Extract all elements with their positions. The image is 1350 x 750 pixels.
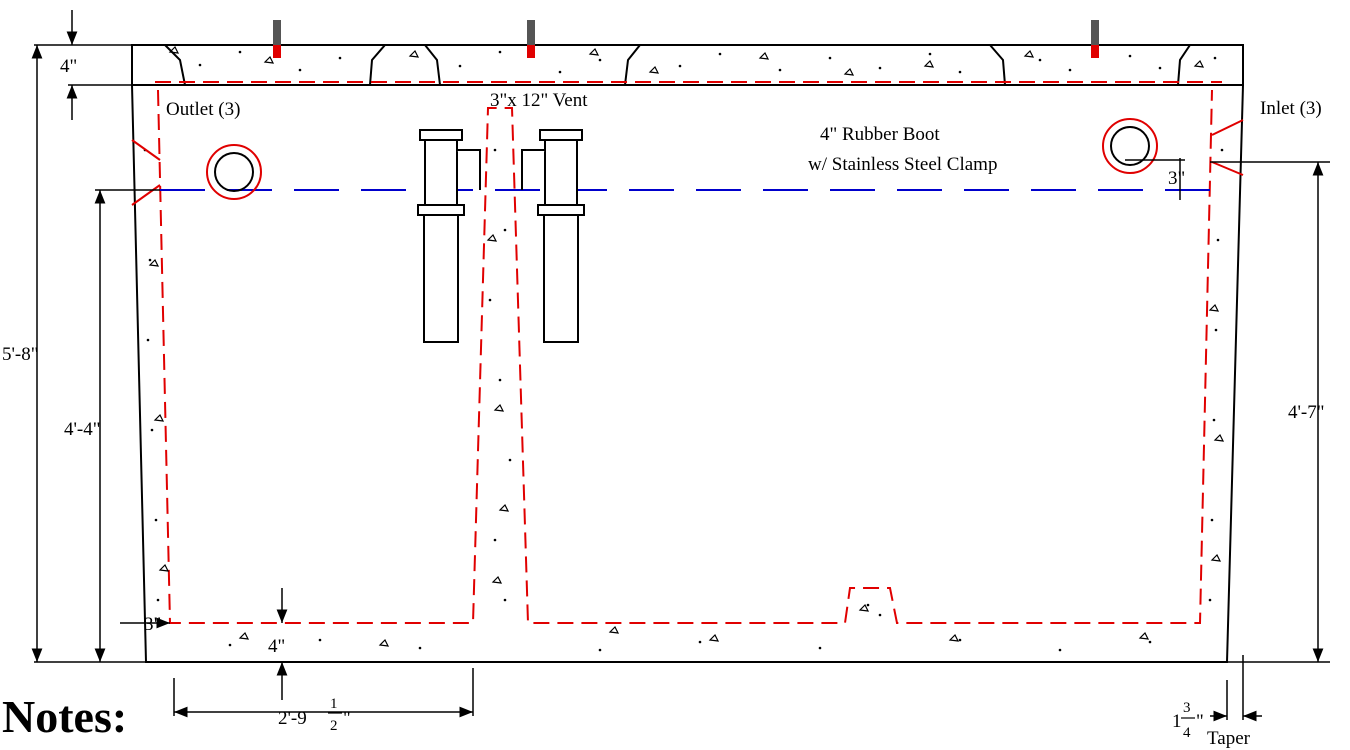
taper-label: Taper: [1207, 728, 1251, 749]
svg-text:1: 1: [330, 696, 338, 712]
wall-thickness-dim: 3": [144, 614, 161, 635]
svg-text:3: 3: [1183, 700, 1191, 716]
rebar-lines: [155, 81, 1222, 624]
floor-thickness-dim: 4": [268, 636, 285, 657]
outlet-label: Outlet (3): [166, 99, 240, 120]
notes-heading: Notes:: [2, 691, 128, 742]
dimension-lines: [31, 10, 1330, 722]
inlet-label: Inlet (3): [1260, 98, 1322, 119]
concrete-aggregate: [148, 45, 1225, 647]
overall-height-dim: 5'-8": [2, 344, 39, 365]
wall-ties: [131, 119, 1244, 206]
baffle-tees: [417, 129, 585, 343]
tank-outer-wall: [131, 84, 1244, 663]
concrete-speckles: [143, 50, 1224, 652]
svg-text:2: 2: [330, 718, 338, 734]
inlet-height-dim: 4'-7": [1288, 402, 1325, 423]
svg-text:": ": [343, 708, 351, 729]
lifting-hooks: [273, 20, 1099, 58]
svg-text:1: 1: [1172, 711, 1182, 732]
svg-text:2'-9: 2'-9: [278, 708, 307, 729]
compartment-width-dim: 2'-9 1 2 ": [278, 696, 351, 734]
clamp-label: w/ Stainless Steel Clamp: [808, 154, 997, 175]
tank-lid: [131, 44, 1244, 86]
rubber-boot-label: 4" Rubber Boot: [820, 124, 940, 145]
inlet-drop-dim: 3": [1168, 168, 1185, 189]
outlet-height-dim: 4'-4": [64, 419, 101, 440]
svg-text:": ": [1196, 711, 1204, 732]
svg-text:4: 4: [1183, 725, 1191, 741]
lid-thickness-dim: 4": [60, 56, 77, 77]
outlet-pipe: [206, 144, 262, 200]
vent-label: 3"x 12" Vent: [490, 90, 588, 111]
taper-dim: 1 3 4 " Taper: [1172, 700, 1251, 749]
inlet-pipe: [1102, 118, 1158, 174]
